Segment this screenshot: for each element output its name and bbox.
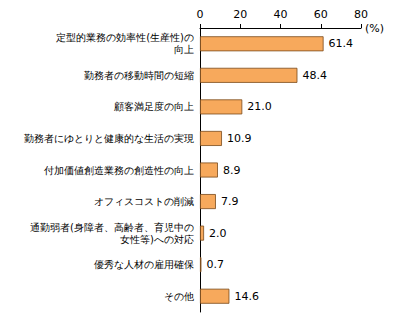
svg-text:付加価値創造業務の創造性の向上: 付加価値創造業務の創造性の向上 xyxy=(44,165,194,176)
svg-text:顧客満足度の向上: 顧客満足度の向上 xyxy=(114,101,194,112)
svg-text:勤務者の移動時間の短縮: 勤務者の移動時間の短縮 xyxy=(84,70,194,81)
svg-text:14.6: 14.6 xyxy=(234,290,259,303)
svg-text:10.9: 10.9 xyxy=(227,132,252,145)
svg-text:勤務者にゆとりと健康的な生活の実現: 勤務者にゆとりと健康的な生活の実現 xyxy=(24,133,194,144)
svg-text:その他: その他 xyxy=(164,291,194,302)
svg-text:0: 0 xyxy=(197,8,204,21)
svg-text:61.4: 61.4 xyxy=(329,37,354,50)
svg-text:女性等)への対応: 女性等)への対応 xyxy=(120,234,194,245)
svg-text:0.7: 0.7 xyxy=(206,258,224,271)
svg-text:21.0: 21.0 xyxy=(247,100,272,113)
svg-text:(%): (%) xyxy=(365,22,384,35)
svg-text:8.9: 8.9 xyxy=(223,164,241,177)
svg-text:2.0: 2.0 xyxy=(209,227,227,240)
svg-text:48.4: 48.4 xyxy=(302,69,327,82)
svg-text:60: 60 xyxy=(314,8,328,21)
svg-text:40: 40 xyxy=(274,8,288,21)
svg-text:20: 20 xyxy=(233,8,247,21)
svg-text:オフィスコストの削減: オフィスコストの削減 xyxy=(94,196,194,207)
svg-text:通勤弱者(身障者、高齢者、育児中の: 通勤弱者(身障者、高齢者、育児中の xyxy=(30,222,194,233)
svg-text:優秀な人材の雇用確保: 優秀な人材の雇用確保 xyxy=(94,259,194,270)
svg-text:80: 80 xyxy=(354,8,368,21)
svg-text:7.9: 7.9 xyxy=(221,195,239,208)
svg-text:向上: 向上 xyxy=(174,44,194,55)
svg-text:定型的業務の効率性(生産性)の: 定型的業務の効率性(生産性)の xyxy=(56,32,194,43)
